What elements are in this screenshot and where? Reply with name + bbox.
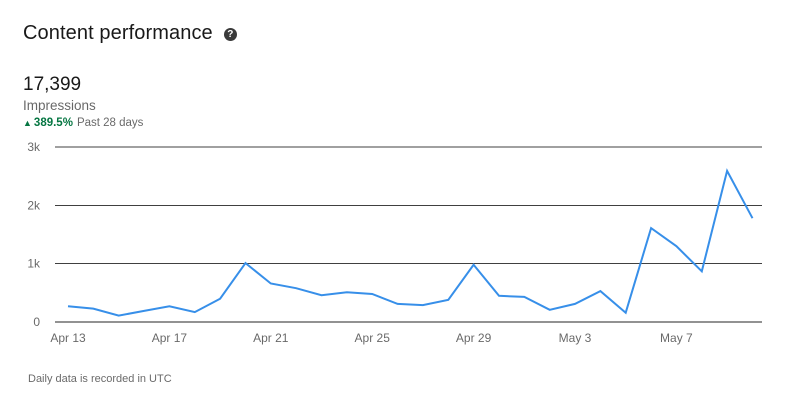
x-tick-label: Apr 25 — [355, 331, 391, 345]
card-title: Content performance — [23, 22, 213, 44]
change-period: Past 28 days — [76, 117, 144, 129]
change-indicator: ▲ 389.5% Past 28 days — [23, 117, 143, 129]
x-tick-label: May 7 — [660, 331, 693, 345]
title-row: Content performance ? — [23, 22, 237, 45]
data-point — [598, 289, 602, 293]
y-tick-label: 0 — [33, 315, 40, 329]
data-point — [269, 282, 273, 286]
data-point — [472, 263, 476, 267]
data-point — [750, 216, 754, 220]
y-tick-label: 1k — [27, 257, 41, 271]
impressions-label: Impressions — [23, 98, 96, 113]
utc-footnote: Daily data is recorded in UTC — [28, 373, 172, 385]
x-tick-label: Apr 21 — [253, 331, 289, 345]
data-point — [396, 302, 400, 306]
data-point — [218, 297, 222, 301]
data-point — [674, 244, 678, 248]
x-tick-label: Apr 29 — [456, 331, 492, 345]
data-point — [446, 298, 450, 302]
data-point — [294, 286, 298, 290]
data-point — [624, 311, 628, 315]
data-point — [421, 303, 425, 307]
data-point — [497, 294, 501, 298]
impressions-count: 17,399 — [23, 74, 82, 95]
data-point — [243, 261, 247, 265]
data-point — [700, 269, 704, 273]
triangle-up-icon: ▲ — [23, 118, 32, 128]
data-point — [370, 292, 374, 296]
change-percent: 389.5% — [33, 117, 73, 129]
y-tick-label: 3k — [27, 140, 41, 154]
question-circle-icon[interactable]: ? — [223, 27, 237, 41]
data-point — [548, 308, 552, 312]
data-point — [193, 310, 197, 314]
data-point — [522, 295, 526, 299]
data-point — [142, 309, 146, 313]
data-point — [573, 302, 577, 306]
x-tick-label: Apr 17 — [152, 331, 188, 345]
data-point — [320, 293, 324, 297]
y-tick-label: 2k — [27, 198, 41, 212]
data-point — [66, 304, 70, 308]
x-tick-label: Apr 13 — [50, 331, 86, 345]
data-point — [345, 290, 349, 294]
data-point — [117, 314, 121, 318]
x-tick-label: May 3 — [559, 331, 592, 345]
data-point — [91, 307, 95, 311]
data-point — [167, 304, 171, 308]
data-point — [649, 226, 653, 230]
data-point — [725, 169, 729, 173]
impressions-series-line — [67, 168, 754, 317]
